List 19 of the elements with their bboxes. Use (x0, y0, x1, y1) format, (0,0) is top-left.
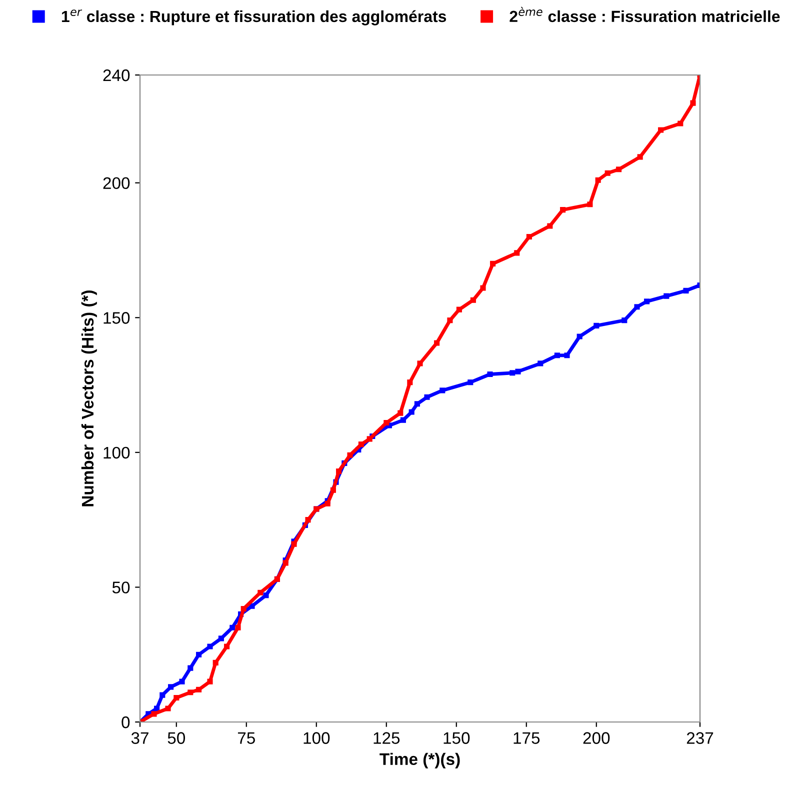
y-tick-label: 100 (104, 446, 130, 459)
legend-label: 2$^{ème}$ classe : Fissuration matricielle (510, 6, 780, 22)
y-tick-label: 0 (122, 716, 130, 728)
x-tick-label: 237 (686, 732, 714, 744)
y-tick-label: 240 (103, 69, 130, 82)
x-tick-label: 175 (514, 732, 540, 744)
legend-label: 1$^{er}$ classe : Rupture et fissuration des agglomérats (62, 10, 446, 26)
x-tick-label: 150 (444, 732, 470, 744)
x-tick-label: 100 (304, 732, 330, 744)
y-tick-label: 50 (112, 582, 130, 594)
x-tick-label: 200 (583, 732, 610, 744)
x-tick-label: 75 (238, 732, 255, 744)
y-tick-label: 150 (104, 312, 130, 324)
x-tick-label: 50 (168, 732, 186, 744)
x-tick-label: 125 (374, 732, 400, 744)
y-axis-title: Number of Vectors (Hits) (*) (81, 290, 97, 506)
x-tick-label: 37 (131, 732, 148, 744)
x-axis-title: Time (*)(s) (380, 752, 460, 768)
y-tick-label: 200 (103, 177, 130, 190)
